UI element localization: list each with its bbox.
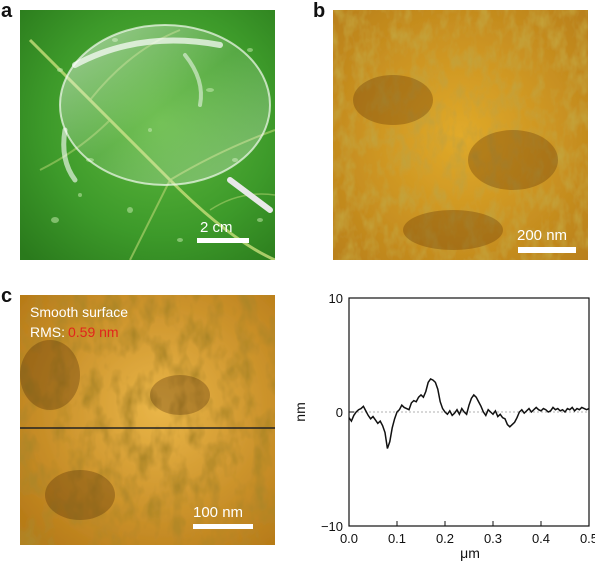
axis-ticks: 0.0 0.1 0.2 0.3 0.4 0.5 10 0 −10 [321, 291, 595, 546]
rms-value: 0.59 nm [68, 324, 119, 340]
panel-letter-b: b [313, 0, 326, 22]
afm-texture-b: 200 nm [333, 10, 588, 260]
afm-texture-c: Smooth surface RMS: 0.59 nm 100 nm [20, 295, 275, 545]
x-tick-label: 0.5 [580, 531, 595, 546]
x-tick-label: 0.1 [388, 531, 406, 546]
leaf-photo-image: 2 cm [20, 10, 275, 260]
y-axis-title: nm [292, 402, 308, 421]
scalebar-label-a: 2 cm [200, 219, 233, 236]
y-tick-label: 10 [329, 291, 343, 306]
scalebar-label-c: 100 nm [193, 504, 243, 521]
surface-label: Smooth surface [30, 304, 128, 320]
afm-image-c: Smooth surface RMS: 0.59 nm 100 nm [20, 295, 275, 545]
x-tick-label: 0.2 [436, 531, 454, 546]
panel-letter-a: a [1, 0, 13, 22]
profile-series-line [348, 377, 590, 449]
y-tick-label: 0 [336, 405, 343, 420]
y-tick-label: −10 [321, 519, 343, 534]
afm-image-b: 200 nm [333, 10, 588, 260]
leaf-photo-graphic: 2 cm [20, 10, 275, 260]
x-tick-label: 0.4 [532, 531, 550, 546]
scalebar-label-b: 200 nm [517, 227, 567, 244]
x-tick-label: 0.3 [484, 531, 502, 546]
rms-label: RMS: [30, 324, 65, 340]
x-axis-title: μm [460, 545, 480, 561]
x-tick-label: 0.0 [340, 531, 358, 546]
height-profile-chart: 0.0 0.1 0.2 0.3 0.4 0.5 10 0 −10 μm nm [292, 291, 595, 561]
panel-letter-c: c [1, 285, 13, 307]
